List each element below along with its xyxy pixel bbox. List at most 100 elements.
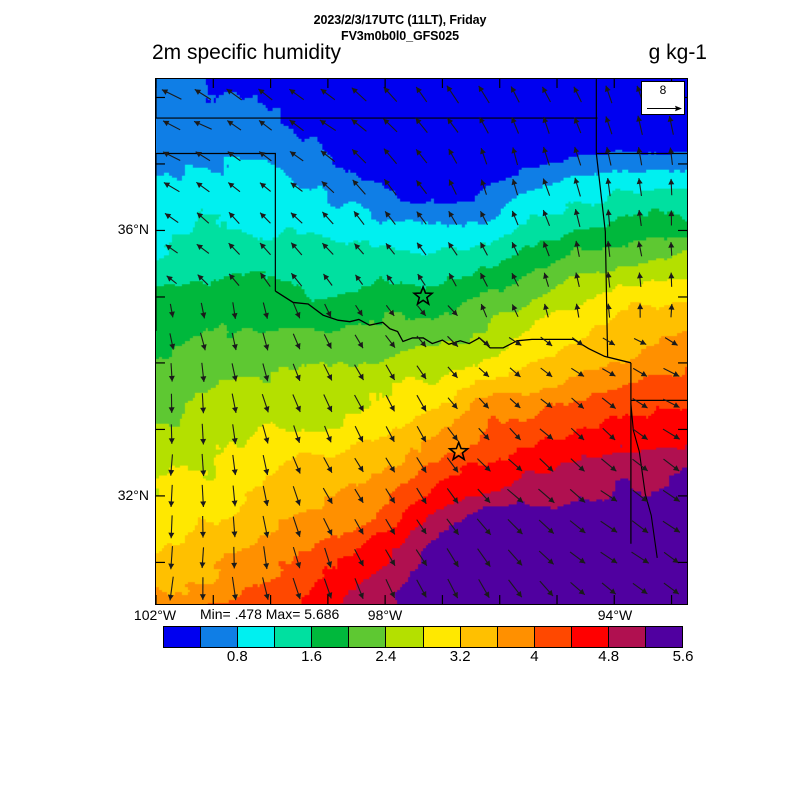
wind-vector (604, 116, 613, 135)
wind-vector (508, 579, 523, 598)
latitude-axis: 36°N 32°N (85, 78, 149, 605)
wind-vector (259, 272, 271, 287)
wind-vector (637, 303, 644, 318)
colorbar-strip[interactable] (163, 626, 683, 648)
wind-vector (319, 119, 337, 132)
wind-vector (668, 272, 675, 287)
wind-vector (321, 181, 335, 194)
latitude-tick-label: 32°N (117, 487, 149, 504)
wind-vector (636, 209, 643, 227)
wind-vector (354, 364, 364, 381)
wind-vector (353, 210, 365, 225)
wind-vector (162, 151, 181, 161)
wind-vector (480, 179, 487, 195)
wind-vector (200, 302, 207, 319)
wind-vector (164, 212, 179, 224)
wind-vector (543, 272, 550, 287)
wind-vector (478, 367, 490, 378)
wind-vector (478, 85, 490, 104)
wind-vector (542, 209, 551, 227)
wind-vector (416, 211, 427, 225)
wind-vector (511, 272, 519, 287)
wind-vector (632, 582, 648, 595)
wind-vector (447, 397, 458, 410)
wind-vector (662, 428, 681, 440)
wind-vector (261, 394, 270, 413)
wind-vector (480, 147, 488, 165)
wind-vector (292, 363, 301, 382)
wind-vector (509, 427, 522, 441)
wind-vector (542, 178, 551, 196)
wind-vector (168, 484, 175, 507)
wind-vector (662, 520, 681, 533)
wind-vector (385, 488, 396, 504)
colorbar-segment-8 (460, 627, 498, 647)
wind-vector (633, 338, 647, 345)
wind-vector (196, 181, 210, 193)
wind-vector (289, 119, 304, 132)
wind-vector (355, 274, 364, 285)
wind-vector (351, 148, 367, 164)
wind-vector (600, 551, 618, 564)
wind-vector (508, 337, 522, 346)
wind-vector (321, 211, 334, 225)
wind-vector (605, 240, 612, 257)
wind-vector (194, 88, 212, 100)
wind-vector (632, 458, 649, 472)
wind-vector (292, 546, 302, 569)
wind-reference-key: 8 (641, 81, 685, 115)
wind-vector (476, 518, 492, 536)
colorbar[interactable] (163, 626, 683, 648)
wind-vector (571, 397, 585, 409)
wind-vector (324, 303, 332, 318)
wind-vector (168, 515, 175, 539)
wind-vector (600, 520, 618, 533)
wind-vector (479, 210, 488, 225)
wind-vector (479, 242, 488, 256)
wind-vector (668, 147, 674, 165)
wind-vector (385, 334, 396, 349)
wind-vector (447, 427, 459, 442)
latitude-tick-label: 36°N (117, 221, 149, 238)
wind-vector (602, 427, 616, 441)
wind-vector (193, 120, 212, 130)
wind-vector (383, 86, 398, 102)
colorbar-segment-6 (386, 627, 424, 647)
wind-vector (258, 120, 272, 131)
wind-vector (447, 366, 458, 379)
longitude-tick-label: 94°W (597, 607, 633, 623)
wind-vector (293, 425, 301, 443)
colorbar-tick-3.2: 3.2 (449, 648, 471, 665)
wind-vector (447, 242, 458, 256)
wind-vector (668, 303, 675, 318)
wind-vector (383, 118, 398, 133)
wind-vector (258, 88, 273, 101)
wind-vector (292, 577, 302, 600)
colorbar-segment-4 (312, 627, 350, 647)
wind-vector (259, 242, 271, 256)
map-plot-area[interactable]: 8 (155, 78, 688, 605)
wind-vector (323, 457, 333, 473)
wind-vector (166, 275, 177, 285)
colorbar-segment-2 (238, 627, 276, 647)
wind-vector (263, 546, 270, 570)
longitude-axis: 102°W 98°W 94°W (134, 607, 688, 627)
wind-vector (292, 486, 301, 506)
wind-vector (604, 85, 613, 104)
wind-vector (200, 484, 207, 507)
wind-vector (262, 332, 270, 351)
wind-vector (631, 551, 650, 564)
wind-vector (571, 337, 584, 346)
wind-vector (385, 394, 395, 412)
wind-vector (200, 332, 207, 351)
wind-vector (290, 212, 303, 224)
wind-vector (320, 88, 336, 101)
wind-vector (290, 182, 303, 192)
colorbar-segment-13 (646, 627, 683, 647)
wind-vector (447, 305, 458, 317)
wind-vector (321, 242, 334, 255)
wind-vector (231, 454, 238, 476)
valid-time-label: 2023/2/3/17UTC (11LT), Friday (313, 13, 487, 27)
wind-vector (228, 211, 240, 225)
wind-vector (354, 394, 365, 412)
